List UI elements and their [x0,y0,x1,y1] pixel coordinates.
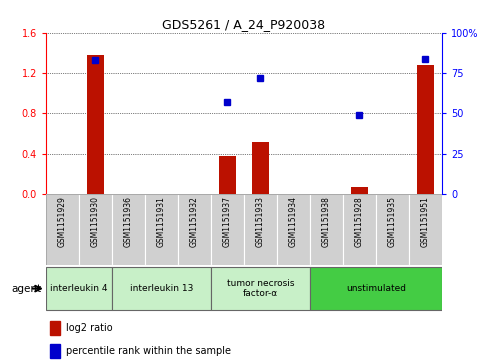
Text: GSM1151951: GSM1151951 [421,196,430,247]
Bar [112,267,211,310]
Bar [310,267,442,310]
Text: tumor necrosis
factor-α: tumor necrosis factor-α [227,279,294,298]
Text: GSM1151930: GSM1151930 [91,196,100,247]
Text: GSM1151938: GSM1151938 [322,196,331,247]
Bar [409,194,442,265]
Bar [50,344,60,358]
Text: GSM1151928: GSM1151928 [355,196,364,247]
Bar [46,194,79,265]
Text: unstimulated: unstimulated [346,284,406,293]
Text: GSM1151931: GSM1151931 [157,196,166,247]
Text: agent: agent [11,284,41,294]
Text: GSM1151932: GSM1151932 [190,196,199,247]
Bar [219,156,236,194]
Text: log2 ratio: log2 ratio [66,323,113,333]
Bar [351,187,368,194]
Text: GSM1151934: GSM1151934 [289,196,298,247]
Bar [145,194,178,265]
Text: interleukin 13: interleukin 13 [130,284,193,293]
Bar [277,194,310,265]
Text: GSM1151933: GSM1151933 [256,196,265,247]
Bar [417,65,434,194]
Bar [50,321,60,335]
Bar [310,194,343,265]
Text: GSM1151935: GSM1151935 [388,196,397,247]
Bar [178,194,211,265]
Text: GSM1151936: GSM1151936 [124,196,133,247]
Bar [46,267,112,310]
Text: interleukin 4: interleukin 4 [50,284,108,293]
Title: GDS5261 / A_24_P920038: GDS5261 / A_24_P920038 [162,19,326,32]
Bar [87,55,104,194]
Text: GSM1151937: GSM1151937 [223,196,232,247]
Bar [252,142,269,194]
Text: percentile rank within the sample: percentile rank within the sample [66,346,231,356]
Bar [343,194,376,265]
Bar [112,194,145,265]
Bar [376,194,409,265]
Bar [211,267,310,310]
Text: GSM1151929: GSM1151929 [58,196,67,247]
Bar [244,194,277,265]
Bar [79,194,112,265]
Bar [211,194,244,265]
